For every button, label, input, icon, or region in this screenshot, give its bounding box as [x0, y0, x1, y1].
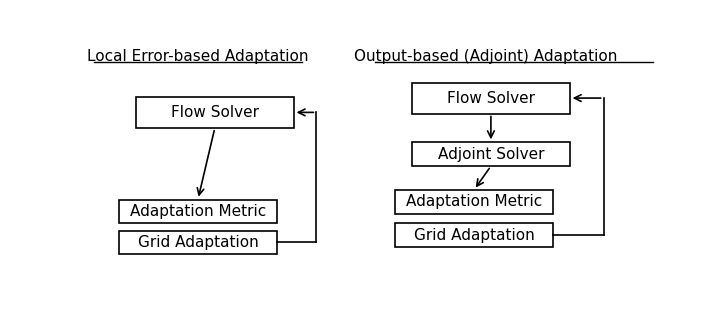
Text: Adaptation Metric: Adaptation Metric [130, 204, 266, 219]
FancyBboxPatch shape [395, 190, 553, 214]
FancyBboxPatch shape [119, 231, 277, 255]
FancyBboxPatch shape [119, 200, 277, 224]
FancyBboxPatch shape [136, 97, 294, 128]
FancyBboxPatch shape [412, 82, 570, 113]
Text: Output-based (Adjoint) Adaptation: Output-based (Adjoint) Adaptation [353, 49, 617, 64]
Text: Local Error-based Adaptation: Local Error-based Adaptation [87, 49, 309, 64]
Text: Grid Adaptation: Grid Adaptation [414, 228, 534, 243]
FancyBboxPatch shape [395, 224, 553, 247]
Text: Flow Solver: Flow Solver [171, 105, 259, 120]
Text: Grid Adaptation: Grid Adaptation [137, 235, 258, 250]
FancyBboxPatch shape [412, 142, 570, 166]
Text: Adjoint Solver: Adjoint Solver [438, 147, 544, 162]
Text: Flow Solver: Flow Solver [447, 91, 535, 106]
Text: Adaptation Metric: Adaptation Metric [406, 194, 542, 209]
